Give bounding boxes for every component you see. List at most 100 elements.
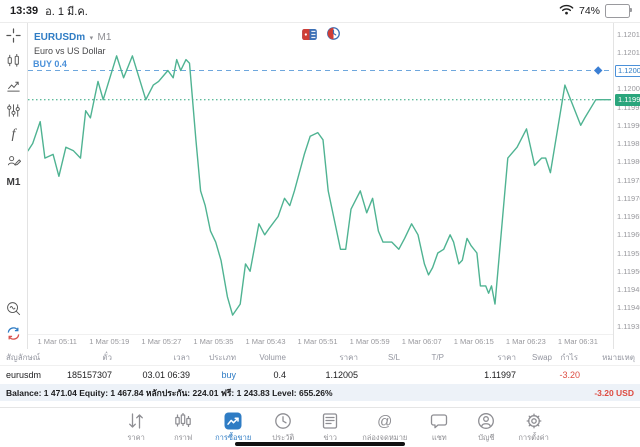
nav-label: แชท (431, 433, 447, 442)
clock-time: 13:39 (10, 5, 39, 17)
nav-settings[interactable]: การตั้งค่า (518, 411, 549, 447)
position-current-price: 1.11997 (484, 370, 516, 380)
col-current-price: ราคา (497, 352, 516, 362)
nav-label: ข่าว (323, 433, 338, 442)
chart-panel[interactable]: EURUSDm ▾ M1 Euro vs US Dollar BUY 0.4 1… (28, 23, 613, 349)
price-tick: 1.11990 (617, 120, 640, 130)
symbol-description: Euro vs US Dollar (34, 46, 106, 56)
price-tick: 1.12000 (617, 84, 640, 94)
home-indicator[interactable] (235, 442, 405, 446)
timeframe-button[interactable]: M1 (6, 177, 21, 188)
col-comment: หมายเหตุ (602, 352, 635, 362)
nav-quotes[interactable]: ราคา (121, 411, 151, 447)
nav-chat[interactable]: แชท (424, 411, 454, 447)
sync-refresh-icon[interactable] (6, 325, 22, 341)
price-tick: 1.12010 (617, 47, 640, 57)
gear-icon (524, 411, 544, 431)
nav-mailbox[interactable]: @ กล่องจดหมาย (362, 411, 407, 447)
chevron-down-icon: ▾ (89, 35, 94, 42)
position-profit: -3.20 (559, 370, 580, 380)
levels-sliders-icon[interactable] (6, 102, 22, 118)
nav-chart[interactable]: กราฟ (168, 411, 198, 447)
price-tick: 1.11970 (617, 193, 640, 203)
person-circle-icon (476, 411, 496, 431)
currency-flags-icon[interactable] (301, 27, 317, 45)
col-tp: T/P (431, 352, 444, 362)
time-axis: 1 Mar 05:11 1 Mar 05:19 1 Mar 05:27 1 Mar 0… (28, 334, 613, 349)
edit-person-icon[interactable] (6, 152, 22, 168)
time-tick: 1 Mar 06:31 (557, 337, 598, 346)
time-tick: 1 Mar 05:11 (37, 337, 77, 346)
nav-label: บัญชี (478, 433, 495, 442)
zoom-chart-icon[interactable] (6, 300, 22, 316)
price-tick: 1.11965 (617, 212, 640, 221)
col-time: เวลา (173, 352, 190, 362)
col-type: ประเภท (209, 352, 236, 362)
nav-label: ประวัติ (272, 433, 295, 442)
clock-icon (273, 411, 293, 431)
chat-bubble-icon (429, 411, 449, 431)
chart-top-icons (301, 27, 340, 45)
at-sign-icon: @ (377, 412, 393, 430)
buy-position-label[interactable]: BUY 0.4 (33, 58, 67, 69)
bottom-nav-bar: ราคา กราฟ การซื้อขาย ประวัติ ข่าว (0, 407, 640, 447)
price-tick: 1.12015 (617, 29, 640, 39)
position-row[interactable]: eurusdm 185157307 03.01 06:39 buy 0.4 1.… (0, 366, 640, 384)
nav-news[interactable]: ข่าว (315, 411, 345, 447)
position-ticket: 185157307 (66, 370, 112, 380)
col-open-price: ราคา (339, 352, 358, 362)
crosshair-icon[interactable] (6, 27, 22, 43)
nav-label: กราฟ (174, 433, 193, 442)
wifi-icon (559, 4, 574, 18)
market-session-clock-icon[interactable] (326, 27, 340, 45)
nav-label: กล่องจดหมาย (362, 433, 408, 442)
time-tick: 1 Mar 05:19 (89, 337, 130, 346)
time-tick: 1 Mar 06:07 (401, 337, 442, 346)
candles-icon (173, 411, 193, 431)
position-volume: 0.4 (273, 370, 286, 380)
clock-date: อ. 1 มี.ค. (45, 6, 88, 18)
price-tick: 1.11935 (617, 321, 640, 331)
time-tick: 1 Mar 05:43 (245, 337, 286, 346)
nav-label: การซื้อขาย (215, 433, 252, 442)
buy-price-tag: 1.12005 (615, 64, 640, 77)
price-tick: 1.11950 (617, 266, 640, 276)
status-bar: 13:39 อ. 1 มี.ค. 74% (0, 0, 640, 22)
chart-header[interactable]: EURUSDm ▾ M1 Euro vs US Dollar (34, 26, 111, 57)
time-tick: 1 Mar 05:35 (193, 337, 234, 346)
current-price-tag: 1.11997 (615, 93, 640, 106)
col-volume: Volume (259, 352, 286, 362)
account-summary-bar: Balance: 1 471.04 Equity: 1 467.84 หลักป… (0, 384, 640, 401)
account-summary-text: Balance: 1 471.04 Equity: 1 467.84 หลักป… (6, 387, 333, 398)
time-tick: 1 Mar 05:51 (297, 337, 338, 346)
price-tick: 1.11960 (617, 230, 640, 240)
nav-trade[interactable]: การซื้อขาย (215, 411, 251, 447)
col-symbol: สัญลักษณ์ (6, 352, 41, 362)
price-tick: 1.11945 (617, 285, 640, 294)
nav-history[interactable]: ประวัติ (268, 411, 298, 447)
nav-label: การตั้งค่า (518, 433, 549, 442)
price-tick: 1.11940 (617, 303, 640, 313)
price-tick: 1.11995 (617, 102, 640, 112)
price-axis[interactable]: 1.12005 1.11997 1.12015 1.12010 1.12000 1.1… (613, 23, 640, 349)
battery-icon (605, 4, 632, 18)
table-header-row: สัญลักษณ์ ตั๋ว เวลา ประเภท Volume ราคา S… (0, 349, 640, 366)
position-symbol: eurusdm (6, 370, 42, 380)
nav-label: ราคา (127, 433, 145, 442)
price-tick: 1.11985 (617, 139, 640, 148)
time-tick: 1 Mar 06:15 (453, 337, 494, 346)
indicators-icon[interactable] (6, 77, 22, 93)
nav-accounts[interactable]: บัญชี (471, 411, 501, 447)
symbol-name[interactable]: EURUSDm (34, 32, 86, 43)
price-tick: 1.11975 (617, 175, 640, 185)
candlestick-chart-icon[interactable] (6, 52, 22, 68)
position-open-price: 1.12005 (325, 370, 358, 380)
chart-timeframe: M1 (97, 32, 112, 43)
battery-percent: 74% (578, 5, 600, 17)
objects-function-icon[interactable]: f (11, 127, 16, 142)
price-tick: 1.11980 (617, 157, 640, 167)
time-tick: 1 Mar 06:23 (505, 337, 546, 346)
price-chart[interactable] (28, 23, 611, 335)
position-type: buy (221, 370, 236, 380)
